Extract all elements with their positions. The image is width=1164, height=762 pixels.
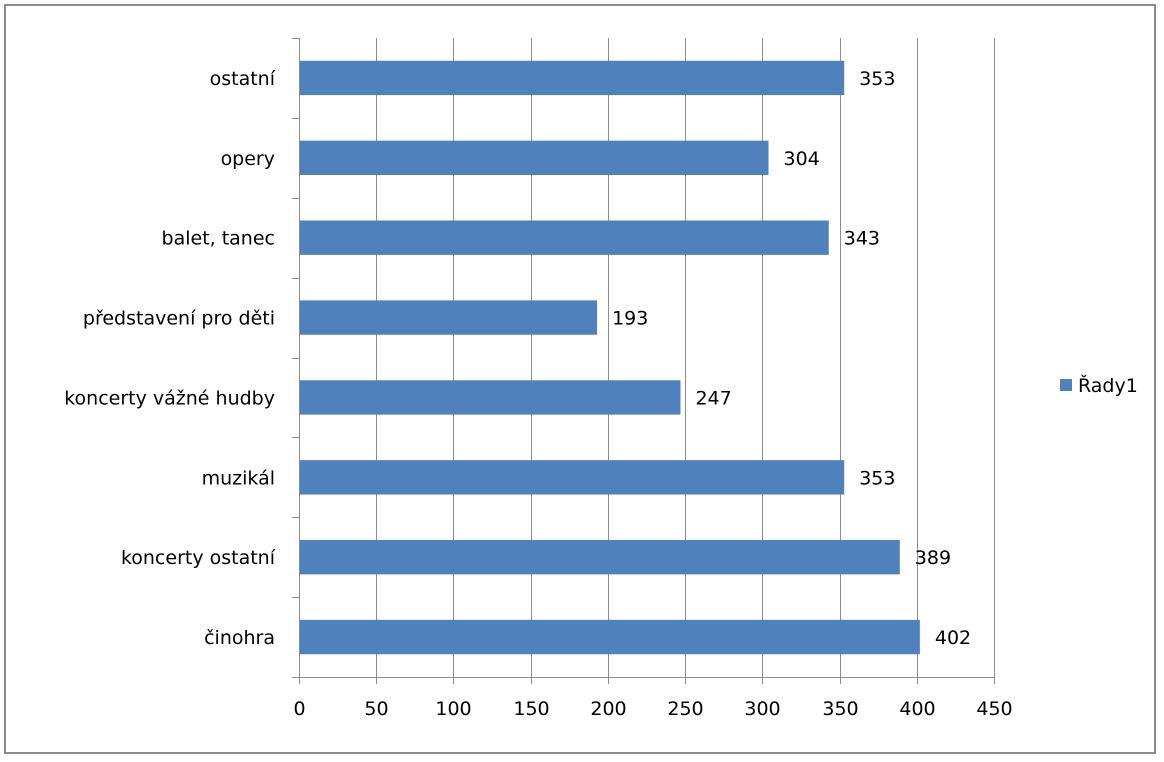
legend: Řady1 [1060,374,1138,397]
legend-label: Řady1 [1078,374,1138,397]
bar [300,460,845,495]
data-label: 402 [935,627,971,649]
x-tick-label: 450 [976,698,1012,720]
data-label: 353 [859,68,895,90]
bar [300,540,900,575]
category-label: koncerty ostatní [121,547,276,569]
category-label: koncerty vážné hudby [64,387,275,409]
data-label: 389 [915,547,951,569]
bar [300,619,920,655]
category-label: činohra [204,627,275,649]
x-tick-label: 50 [364,698,388,720]
bar [300,300,598,335]
x-tick-label: 200 [590,698,626,720]
category-label: opery [221,148,275,170]
data-label: 193 [612,308,648,330]
gridlines [376,38,995,677]
category-label: představení pro děti [83,308,275,330]
x-tick-label: 350 [822,698,858,720]
labels-group: 0 50 100 150 200 250 300 350 400 450 ostatní 353 ope… [64,68,1012,720]
x-tick-label: 400 [899,698,935,720]
category-label: balet, tanec [162,228,275,250]
x-tick-label: 100 [435,698,471,720]
category-label: ostatní [210,68,276,90]
data-label: 247 [695,387,731,409]
category-label: muzikál [202,467,275,489]
x-tick-label: 0 [293,698,305,720]
axes [299,38,994,678]
bar [300,140,769,175]
data-label: 353 [859,467,895,489]
x-tick-label: 250 [667,698,703,720]
data-label: 304 [784,148,820,170]
legend-swatch [1060,379,1072,391]
bar [300,380,681,415]
bar [300,220,829,255]
axis-ticks [292,38,995,684]
bar [300,60,845,96]
x-tick-label: 150 [513,698,549,720]
data-label: 343 [844,228,880,250]
x-tick-label: 300 [744,698,780,720]
bars-group [300,60,920,655]
